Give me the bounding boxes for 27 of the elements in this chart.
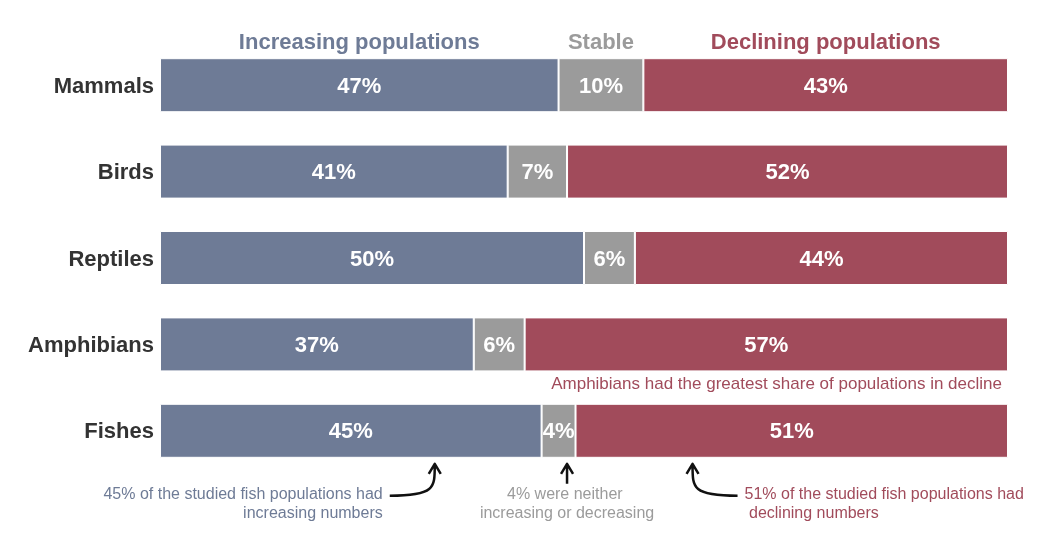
data-label: 43% <box>803 72 848 98</box>
series-label: Increasing populations <box>238 28 480 54</box>
data-label: 6% <box>593 245 626 271</box>
text: 45% of the studied fish populations had increasing numbers <box>103 484 383 521</box>
y-tick-label: Mammals <box>53 72 154 98</box>
text: 4% were neither increasing or decreasing <box>479 484 655 521</box>
data-label: 41% <box>311 159 356 185</box>
series-label: Declining populations <box>710 28 941 54</box>
y-tick-label: Amphibians <box>28 331 154 357</box>
series-label: Stable <box>567 28 634 54</box>
text: 51% of the studied fish populations had declining numbers <box>744 484 1024 521</box>
data-label: 10% <box>578 72 623 98</box>
data-label: 50% <box>349 245 395 271</box>
y-tick-label: Birds <box>97 159 154 185</box>
y-tick-label: Fishes <box>84 418 154 444</box>
data-label: 7% <box>521 159 554 185</box>
annotation: Amphibians had the greatest share of populations in decline <box>551 374 1002 394</box>
data-label: 47% <box>337 72 382 98</box>
data-label: 44% <box>799 245 844 271</box>
data-label: 57% <box>744 331 789 357</box>
data-label: 6% <box>483 331 516 357</box>
y-tick-label: Reptiles <box>68 245 154 271</box>
data-label: 51% <box>769 418 814 444</box>
data-label: 37% <box>294 331 339 357</box>
data-label: 4% <box>542 418 575 444</box>
data-label: 45% <box>328 418 373 444</box>
data-label: 52% <box>765 159 810 185</box>
